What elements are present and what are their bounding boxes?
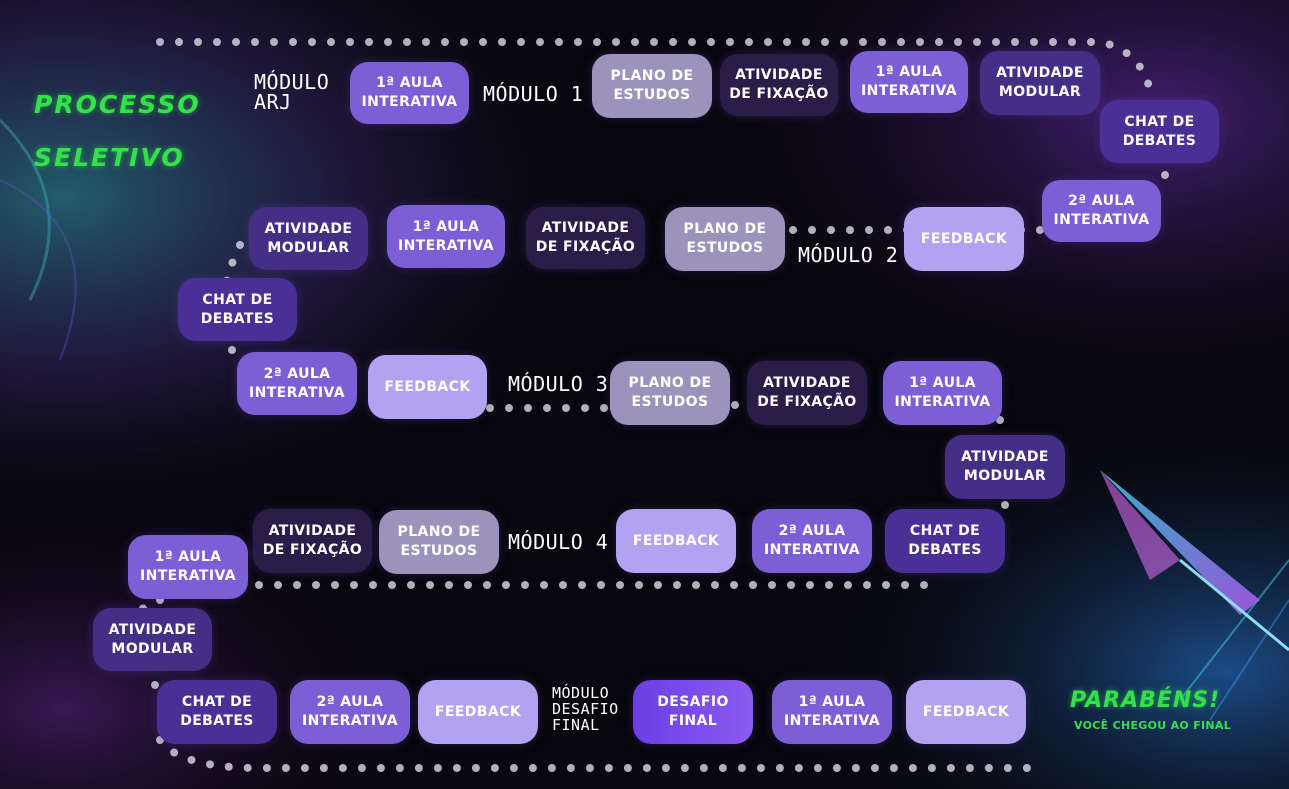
step-m4-feedback[interactable]: FEEDBACK: [616, 509, 736, 573]
arrow-icon: [1100, 470, 1289, 652]
step-m4-aula-2[interactable]: 2ª AULA INTERATIVA: [290, 680, 410, 744]
step-m2-modular[interactable]: ATIVIDADE MODULAR: [249, 207, 368, 270]
step-m3-aula-2[interactable]: 2ª AULA INTERATIVA: [752, 509, 872, 573]
step-final-desafio[interactable]: DESAFIO FINAL: [633, 680, 753, 744]
step-m4-modular[interactable]: ATIVIDADE MODULAR: [93, 608, 212, 671]
title-line-2: SELETIVO: [34, 142, 185, 172]
step-m3-feedback[interactable]: FEEDBACK: [368, 355, 487, 419]
step-final-feedback[interactable]: FEEDBACK: [906, 680, 1026, 744]
module-final-label: MÓDULO DESAFIO FINAL: [552, 684, 619, 734]
module-4-label: MÓDULO 4: [508, 530, 609, 554]
step-m2-aula-2[interactable]: 2ª AULA INTERATIVA: [237, 352, 357, 415]
step-m3-plano[interactable]: PLANO DE ESTUDOS: [610, 361, 730, 425]
step-m4-fixacao[interactable]: ATIVIDADE DE FIXAÇÃO: [253, 509, 372, 573]
step-m1-plano[interactable]: PLANO DE ESTUDOS: [592, 54, 712, 118]
step-m2-chat[interactable]: CHAT DE DEBATES: [178, 278, 297, 341]
step-m2-feedback[interactable]: FEEDBACK: [904, 207, 1024, 271]
step-m1-modular[interactable]: ATIVIDADE MODULAR: [980, 51, 1100, 115]
step-m2-fixacao[interactable]: ATIVIDADE DE FIXAÇÃO: [526, 207, 645, 269]
step-m2-plano[interactable]: PLANO DE ESTUDOS: [665, 207, 785, 271]
congrats-title: PARABÉNS!: [1070, 688, 1221, 713]
page-title: PROCESSO SELETIVO: [34, 66, 201, 197]
congrats-subtitle: VOCÊ CHEGOU AO FINAL: [1074, 719, 1232, 732]
step-m1-aula-2[interactable]: 2ª AULA INTERATIVA: [1042, 180, 1161, 242]
step-m1-aula-1[interactable]: 1ª AULA INTERATIVA: [850, 51, 968, 113]
step-m3-fixacao[interactable]: ATIVIDADE DE FIXAÇÃO: [747, 361, 867, 425]
step-m4-feedback-2[interactable]: FEEDBACK: [418, 680, 538, 744]
title-line-1: PROCESSO: [34, 90, 201, 120]
step-m1-chat[interactable]: CHAT DE DEBATES: [1100, 100, 1219, 163]
module-2-label: MÓDULO 2: [798, 243, 899, 267]
step-m4-aula-1[interactable]: 1ª AULA INTERATIVA: [128, 535, 248, 599]
step-m2-aula-1[interactable]: 1ª AULA INTERATIVA: [387, 205, 505, 268]
step-final-aula-1[interactable]: 1ª AULA INTERATIVA: [772, 680, 892, 744]
module-3-label: MÓDULO 3: [508, 372, 609, 396]
step-m3-aula-1[interactable]: 1ª AULA INTERATIVA: [883, 361, 1002, 425]
module-1-label: MÓDULO 1: [483, 82, 584, 106]
step-m3-modular[interactable]: ATIVIDADE MODULAR: [945, 435, 1065, 499]
step-arj-aula-1[interactable]: 1ª AULA INTERATIVA: [350, 62, 469, 124]
step-m1-fixacao[interactable]: ATIVIDADE DE FIXAÇÃO: [720, 54, 838, 116]
step-m3-chat[interactable]: CHAT DE DEBATES: [885, 509, 1005, 573]
step-m4-chat[interactable]: CHAT DE DEBATES: [157, 680, 277, 744]
module-arj-label: MÓDULO ARJ: [254, 70, 330, 114]
step-m4-plano[interactable]: PLANO DE ESTUDOS: [379, 510, 499, 574]
